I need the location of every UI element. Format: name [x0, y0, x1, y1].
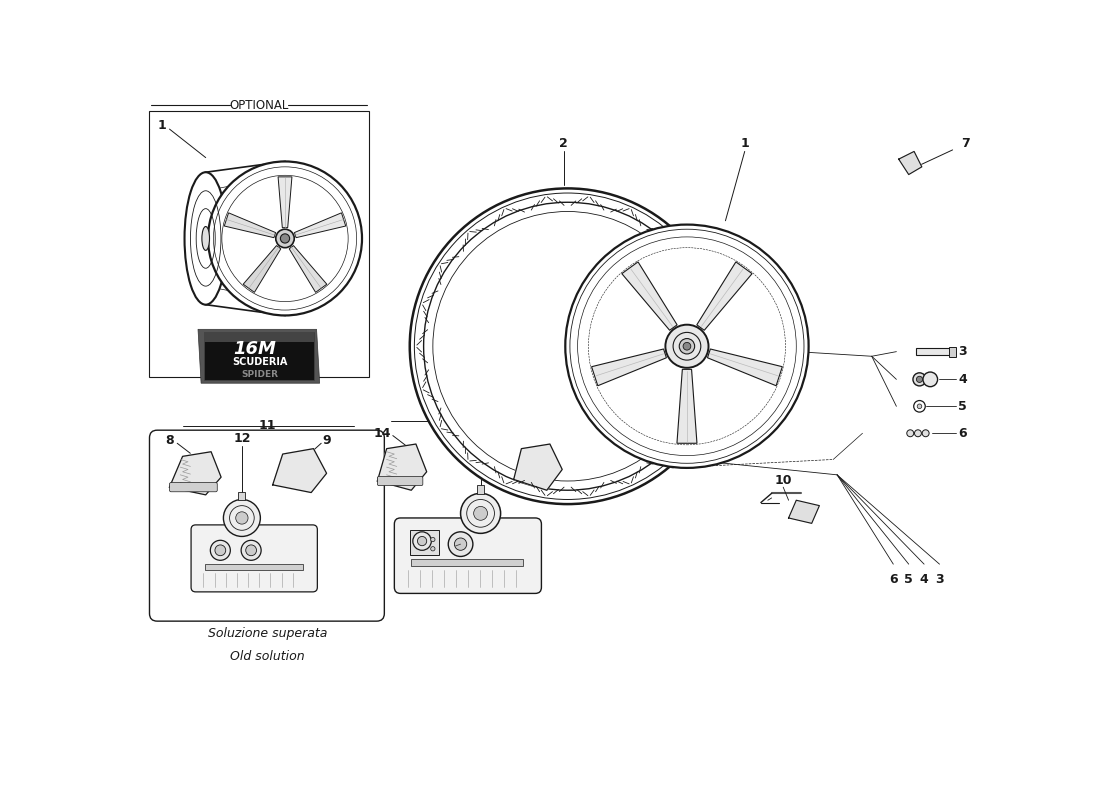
- Circle shape: [683, 342, 691, 350]
- Circle shape: [409, 188, 726, 504]
- Text: 9: 9: [322, 434, 331, 447]
- Text: Old solution: Old solution: [230, 650, 305, 663]
- Polygon shape: [621, 262, 678, 330]
- Circle shape: [565, 225, 808, 468]
- Polygon shape: [278, 177, 292, 228]
- Text: SCUDERIA: SCUDERIA: [233, 358, 288, 367]
- FancyBboxPatch shape: [191, 525, 318, 592]
- Bar: [205, 332, 314, 342]
- Circle shape: [916, 376, 923, 382]
- FancyBboxPatch shape: [169, 482, 218, 492]
- Text: 4: 4: [958, 373, 967, 386]
- Circle shape: [917, 404, 922, 409]
- Text: la passioné 85: la passioné 85: [462, 277, 773, 454]
- Polygon shape: [899, 151, 922, 174]
- Text: 13: 13: [459, 414, 476, 427]
- Circle shape: [906, 430, 914, 437]
- Bar: [205, 564, 302, 570]
- Circle shape: [449, 532, 473, 557]
- Text: 6: 6: [889, 573, 898, 586]
- Circle shape: [454, 538, 466, 550]
- Polygon shape: [169, 452, 221, 495]
- Circle shape: [431, 546, 434, 551]
- Circle shape: [412, 532, 431, 550]
- Text: 5: 5: [958, 400, 967, 413]
- Bar: [476, 485, 484, 494]
- Circle shape: [214, 545, 225, 556]
- Circle shape: [474, 506, 487, 520]
- Circle shape: [914, 401, 925, 412]
- Bar: [409, 530, 439, 555]
- Polygon shape: [295, 213, 345, 238]
- Bar: [948, 346, 956, 357]
- Circle shape: [223, 499, 261, 537]
- Text: Soluzione superata: Soluzione superata: [208, 627, 327, 640]
- Text: passion85: passion85: [510, 397, 663, 489]
- Bar: [411, 558, 522, 566]
- Circle shape: [923, 372, 937, 386]
- Circle shape: [666, 325, 708, 368]
- Text: 2: 2: [560, 138, 568, 150]
- Text: 3: 3: [935, 573, 944, 586]
- Polygon shape: [198, 330, 320, 383]
- FancyBboxPatch shape: [205, 332, 314, 380]
- Circle shape: [208, 162, 362, 315]
- FancyBboxPatch shape: [395, 518, 541, 594]
- Circle shape: [241, 540, 261, 560]
- Text: 5: 5: [904, 573, 913, 586]
- Text: 14: 14: [374, 426, 392, 440]
- Text: 12: 12: [233, 432, 251, 445]
- Text: 1: 1: [157, 118, 166, 132]
- Bar: [916, 348, 954, 355]
- Polygon shape: [289, 246, 327, 292]
- Polygon shape: [224, 213, 276, 238]
- Text: SPIDER: SPIDER: [242, 370, 279, 379]
- Circle shape: [235, 512, 248, 524]
- Polygon shape: [676, 370, 697, 443]
- Text: 16: 16: [472, 425, 490, 438]
- Circle shape: [418, 537, 427, 546]
- Circle shape: [276, 230, 295, 248]
- Circle shape: [913, 373, 926, 386]
- Polygon shape: [592, 349, 667, 386]
- Circle shape: [431, 538, 434, 542]
- Ellipse shape: [185, 172, 227, 305]
- Text: 15: 15: [543, 426, 561, 440]
- Text: OPTIONAL: OPTIONAL: [230, 98, 289, 112]
- Circle shape: [245, 545, 256, 556]
- Ellipse shape: [202, 226, 209, 250]
- Polygon shape: [243, 246, 280, 292]
- Text: 6: 6: [958, 426, 967, 440]
- Polygon shape: [514, 444, 562, 490]
- Circle shape: [461, 494, 500, 534]
- Text: 8: 8: [165, 434, 174, 447]
- Circle shape: [922, 430, 930, 437]
- FancyBboxPatch shape: [377, 476, 422, 486]
- Text: 1: 1: [740, 138, 749, 150]
- Circle shape: [679, 338, 695, 354]
- Polygon shape: [789, 500, 820, 523]
- Text: 7: 7: [961, 138, 970, 150]
- Polygon shape: [707, 349, 782, 386]
- Polygon shape: [696, 262, 752, 330]
- Text: 4: 4: [920, 573, 928, 586]
- Text: 16M: 16M: [233, 339, 276, 358]
- Circle shape: [210, 540, 230, 560]
- Circle shape: [914, 430, 922, 437]
- Bar: [239, 492, 245, 500]
- Text: 3: 3: [958, 345, 967, 358]
- Text: 11: 11: [258, 419, 276, 432]
- Polygon shape: [377, 444, 427, 490]
- Circle shape: [280, 234, 289, 243]
- Text: 10: 10: [774, 474, 792, 487]
- Polygon shape: [273, 449, 327, 493]
